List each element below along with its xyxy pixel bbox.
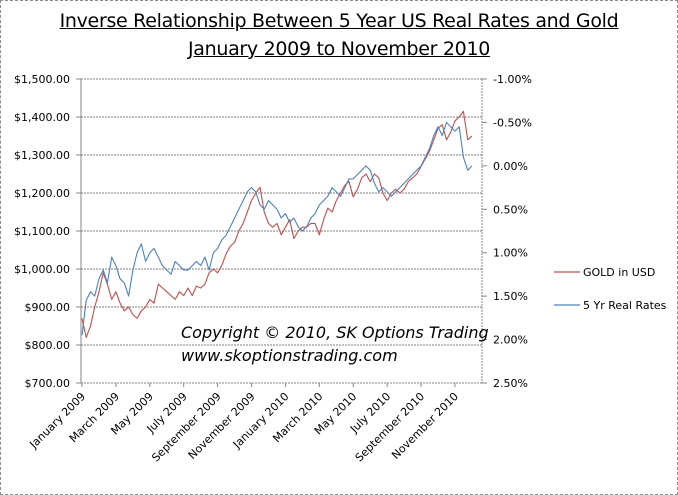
left-tick-label: $1,000.00 — [14, 263, 70, 276]
right-axis-ticks: -1.00% -0.50% 0.00% 0.50% 1.00% 1.50% 2.00% 2.5… — [482, 73, 532, 390]
right-tick-label: 1.50% — [493, 290, 528, 303]
left-tick-label: $1,100.00 — [14, 225, 70, 238]
left-tick-label: $1,200.00 — [14, 187, 70, 200]
legend-label: 5 Yr Real Rates — [583, 299, 667, 312]
right-tick-label: 2.00% — [493, 334, 528, 347]
left-tick-label: $1,500.00 — [14, 73, 70, 86]
gridlines — [81, 78, 482, 346]
series-line-5-yr-real-rates — [81, 121, 473, 336]
right-tick-label: 2.50% — [493, 377, 528, 390]
right-tick-label: 1.00% — [493, 247, 528, 260]
copyright-annotation: Copyright © 2010, SK Options Trading — [181, 323, 489, 342]
left-tick-label: $1,300.00 — [14, 149, 70, 162]
legend-label: GOLD in USD — [583, 266, 655, 279]
chart-title: Inverse Relationship Between 5 Year US R… — [59, 10, 619, 32]
series-lines — [81, 110, 473, 338]
legend: GOLD in USD 5 Yr Real Rates — [554, 266, 667, 312]
left-axis-ticks: $700.00 $800.00 $900.00 $1,000.00 $1,100.00 $… — [14, 73, 81, 390]
chart-subtitle: January 2009 to November 2010 — [187, 38, 491, 60]
left-tick-label: $900.00 — [25, 301, 71, 314]
left-tick-label: $1,400.00 — [14, 111, 70, 124]
right-tick-label: 0.50% — [493, 203, 528, 216]
right-tick-label: -0.50% — [493, 116, 532, 129]
website-annotation: www.skoptionstrading.com — [181, 346, 398, 365]
series-line-gold-in-usd — [81, 110, 473, 338]
x-tick-label: January 2009 — [26, 390, 88, 452]
right-tick-label: 0.00% — [493, 160, 528, 173]
right-tick-label: -1.00% — [493, 73, 532, 86]
left-tick-label: $800.00 — [25, 339, 71, 352]
left-tick-label: $700.00 — [25, 377, 71, 390]
